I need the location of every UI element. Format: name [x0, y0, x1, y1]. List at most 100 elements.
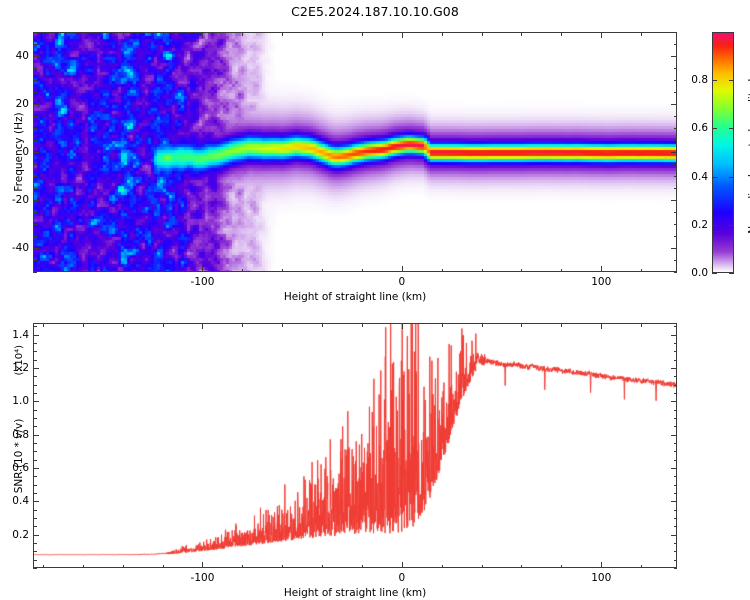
- snr-x-minor-tick: [162, 564, 164, 568]
- snr-x-minor-tick: [561, 564, 563, 568]
- spectrogram-y-minor-tick: [33, 164, 37, 165]
- snr-y-minor-tick: [673, 443, 677, 444]
- spectrogram-x-minor-tick: [641, 32, 643, 36]
- snr-y-minor-tick: [33, 384, 37, 386]
- snr-y-major-tick: [33, 468, 39, 469]
- snr-y-minor-tick: [33, 393, 37, 394]
- snr-y-tick-label: 1.0: [12, 395, 29, 408]
- spectrogram-x-major-tick: [601, 32, 603, 38]
- spectrogram-x-minor-tick: [42, 32, 44, 36]
- spectrogram-y-minor-tick: [33, 140, 37, 141]
- snr-y-minor-tick: [33, 551, 37, 553]
- snr-x-minor-tick: [242, 564, 244, 568]
- snr-x-minor-tick: [282, 564, 284, 568]
- spectrogram-y-minor-tick: [33, 128, 37, 129]
- snr-x-minor-tick: [481, 323, 483, 327]
- snr-y-tick-label: 0.8: [12, 428, 29, 441]
- spectrogram-ylabel: Frequency (Hz): [13, 112, 25, 192]
- snr-y-minor-tick: [33, 376, 37, 378]
- spectrogram-image: [34, 33, 676, 271]
- snr-x-minor-tick: [162, 323, 164, 327]
- snr-y-minor-tick: [673, 393, 677, 394]
- snr-y-minor-tick: [673, 509, 677, 511]
- spectrogram-y-major-tick: [671, 56, 677, 57]
- spectrogram-x-minor-tick: [322, 268, 324, 272]
- snr-y-minor-tick: [33, 351, 37, 353]
- spectrogram-y-minor-tick: [673, 224, 677, 225]
- snr-y-major-tick: [33, 434, 39, 436]
- snr-x-major-tick: [601, 562, 603, 568]
- snr-y-minor-tick: [673, 459, 677, 461]
- snr-x-minor-tick: [481, 564, 483, 568]
- snr-x-tick-label: 100: [591, 572, 612, 584]
- snr-y-minor-tick: [673, 484, 677, 486]
- snr-y-minor-tick: [33, 518, 37, 519]
- snr-x-minor-tick: [242, 323, 244, 327]
- spectrogram-y-minor-tick: [673, 188, 677, 189]
- spectrogram-x-minor-tick: [441, 268, 443, 272]
- snr-y-minor-tick: [673, 559, 677, 561]
- spectrogram-y-minor-tick: [673, 116, 677, 117]
- snr-y-minor-tick: [673, 343, 677, 344]
- spectrogram-y-minor-tick: [33, 188, 37, 189]
- spectrogram-x-minor-tick: [282, 268, 284, 272]
- spectrogram-x-minor-tick: [162, 32, 164, 36]
- snr-ylabel: SNR (10 * v/v): [13, 418, 25, 493]
- colorbar-major-tick: [712, 176, 717, 178]
- snr-y-minor-tick: [673, 568, 677, 569]
- spectrogram-xlabel: Height of straight line (km): [283, 291, 427, 303]
- snr-x-minor-tick: [322, 564, 324, 568]
- spectrogram-y-tick-label: -20: [11, 194, 29, 206]
- colorbar-gradient: [713, 33, 733, 272]
- snr-x-minor-tick: [521, 564, 523, 568]
- snr-y-minor-tick: [33, 484, 37, 486]
- snr-y-minor-tick: [673, 543, 677, 544]
- spectrogram-x-major-tick: [401, 266, 403, 272]
- spectrogram-y-minor-tick: [33, 272, 37, 273]
- snr-y-minor-tick: [673, 409, 677, 411]
- snr-x-minor-tick: [42, 323, 44, 327]
- snr-y-minor-tick: [673, 451, 677, 453]
- spectrogram-x-major-tick: [202, 32, 204, 38]
- snr-y-minor-tick: [33, 568, 37, 569]
- spectrogram-y-tick-label: 40: [15, 50, 29, 62]
- spectrogram-y-minor-tick: [673, 164, 677, 165]
- snr-y-minor-tick: [673, 351, 677, 353]
- snr-y-minor-tick: [33, 493, 37, 494]
- colorbar-major-tick: [712, 273, 717, 274]
- snr-y-major-tick: [33, 334, 39, 336]
- snr-y-minor-tick: [673, 376, 677, 378]
- colorbar-major-tick: [712, 224, 717, 226]
- colorbar-tick-label: 0.4: [691, 170, 708, 183]
- snr-y-minor-tick: [673, 476, 677, 478]
- spectrogram-y-minor-tick: [33, 176, 37, 177]
- snr-y-major-tick: [33, 368, 39, 369]
- snr-y-tick-label: 0.2: [12, 528, 29, 541]
- snr-y-minor-tick: [673, 526, 677, 528]
- colorbar-tick-label: 0.0: [691, 267, 708, 279]
- snr-y-major-tick: [671, 401, 677, 403]
- snr-x-major-tick: [202, 562, 204, 568]
- spectrogram-y-minor-tick: [673, 212, 677, 213]
- spectrogram-axes: [33, 32, 677, 272]
- snr-y-tick-label: 0.6: [12, 462, 29, 474]
- spectrogram-y-major-tick: [671, 104, 677, 105]
- spectrogram-x-minor-tick: [521, 268, 523, 272]
- spectrogram-x-minor-tick: [561, 268, 563, 272]
- spectrogram-y-minor-tick: [673, 260, 677, 261]
- spectrogram-x-minor-tick: [361, 32, 363, 36]
- snr-y-tick-label: 1.2: [12, 362, 29, 374]
- spectrogram-y-minor-tick: [33, 68, 37, 69]
- spectrogram-x-tick-label: 0: [398, 276, 406, 288]
- snr-x-minor-tick: [82, 564, 84, 568]
- colorbar-tick-label: 0.6: [691, 122, 708, 135]
- spectrogram-y-minor-tick: [673, 140, 677, 141]
- spectrogram-y-major-tick: [671, 248, 677, 249]
- snr-x-minor-tick: [521, 323, 523, 327]
- snr-y-minor-tick: [673, 418, 677, 419]
- snr-x-minor-tick: [441, 323, 443, 327]
- spectrogram-x-major-tick: [202, 266, 204, 272]
- snr-y-offset-text: (x10⁴): [14, 345, 25, 376]
- snr-y-minor-tick: [33, 476, 37, 478]
